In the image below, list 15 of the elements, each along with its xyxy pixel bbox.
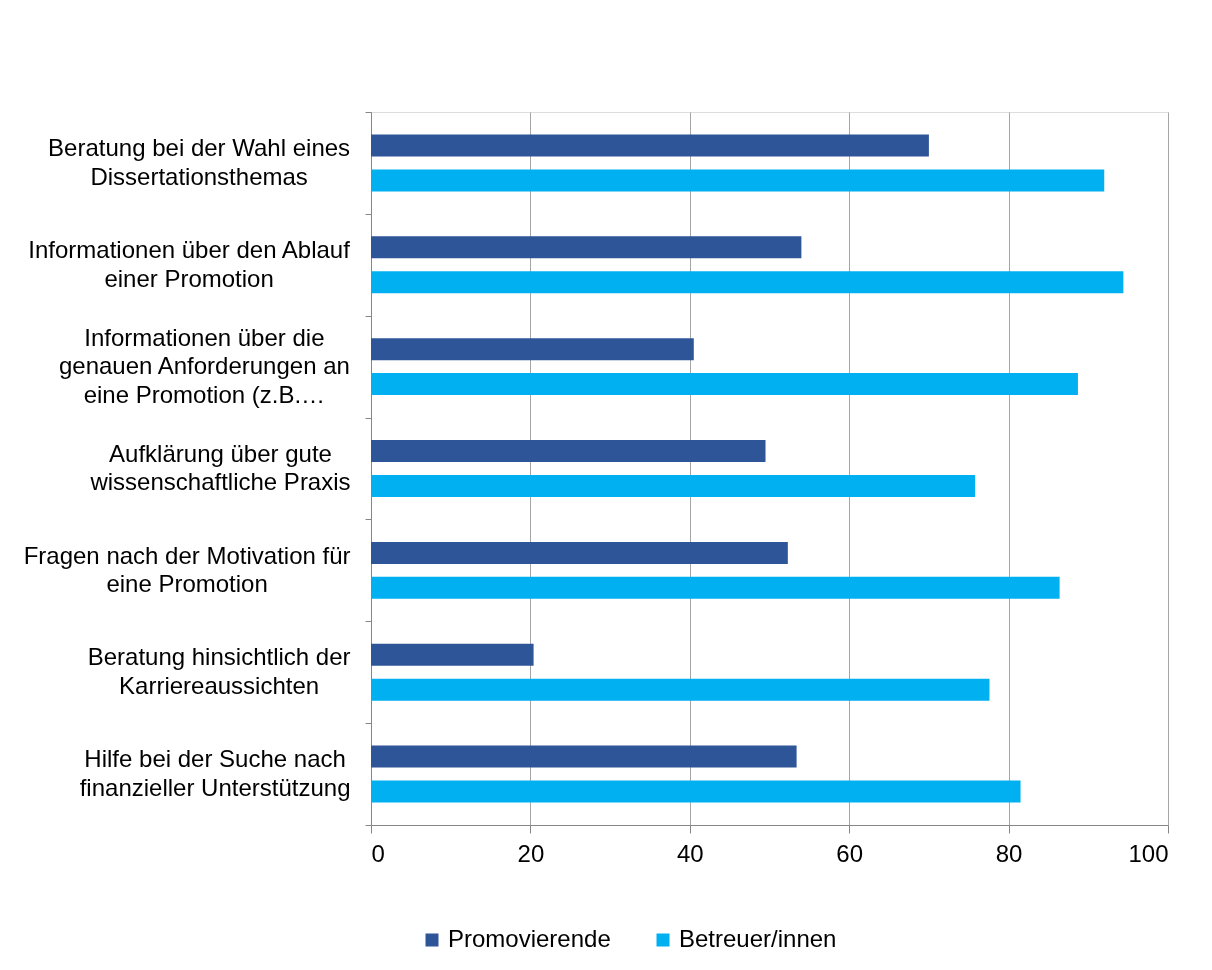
legend-label: Betreuer/innen [679, 925, 837, 952]
y-tick-label: Informationen über die genauen Anforderungen an eine Promotion (z.B.… [58, 323, 350, 408]
legend-label: Promovierende [448, 925, 611, 952]
y-tick-label: Aufklärung über gute wissenschaftliche Praxis [89, 439, 351, 496]
y-tick-label: Informationen über den Ablauf einer Promotion [28, 236, 351, 292]
y-tick-label: Beratung hinsichtlich der Karriereaussichten [87, 643, 351, 699]
x-tick-label: 100 [1128, 839, 1169, 867]
y-tick-label: Hilfe bei der Suche nach finanzieller Unterstützung [79, 745, 351, 801]
y-tick-label: Fragen nach der Motivation für eine Promotion [23, 541, 351, 598]
y-tick-label: Beratung bei der Wahl eines Dissertationsthemas [48, 134, 351, 190]
x-tick-label: 0 [371, 839, 385, 867]
x-tick-label: 40 [676, 839, 704, 867]
x-tick-label: 20 [517, 839, 545, 867]
x-tick-label: 60 [836, 839, 864, 867]
x-tick-label: 80 [995, 839, 1023, 867]
